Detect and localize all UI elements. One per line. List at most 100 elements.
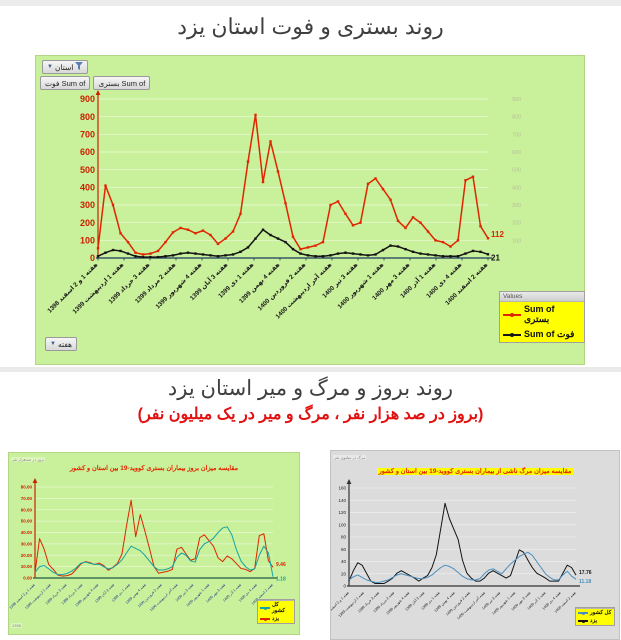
main-chart-canvas: 0 100 200 300 400 500 600 700 800 900 100 200 300 400… bbox=[46, 90, 521, 320]
incidence-corner-note: بروز در صدهزار نفر bbox=[11, 457, 46, 462]
legend-label-country: کل کشور bbox=[272, 602, 286, 614]
svg-text:11.18: 11.18 bbox=[579, 579, 591, 585]
svg-text:0.00: 0.00 bbox=[23, 576, 32, 581]
svg-text:هفته آخر اردیبهشت 1400: هفته آخر اردیبهشت 1400 bbox=[456, 590, 486, 620]
legend-label-country: کل کشور bbox=[590, 610, 612, 616]
svg-text:30.00: 30.00 bbox=[21, 541, 33, 546]
svg-text:هفته 2 فروردین 1400: هفته 2 فروردین 1400 bbox=[257, 261, 308, 312]
filter-icon bbox=[75, 62, 84, 72]
svg-text:40.00: 40.00 bbox=[21, 530, 33, 535]
svg-text:700: 700 bbox=[80, 129, 95, 139]
value-field-fot-button[interactable]: Sum of فوت bbox=[40, 76, 91, 90]
legend-header: Values bbox=[500, 292, 584, 302]
legend-header bbox=[258, 600, 294, 601]
section2-title: روند بروز و مرگ و میر استان یزد bbox=[167, 377, 454, 400]
svg-text:500: 500 bbox=[512, 168, 521, 174]
incidence-chart-title: مقایسه میزان بروز بیماران بستری کووید-19… bbox=[69, 465, 239, 472]
value-field-buttons: Sum of فوت Sum of بستری bbox=[40, 76, 151, 90]
svg-text:هفته آخر اردیبهشت 1400: هفته آخر اردیبهشت 1400 bbox=[148, 582, 178, 612]
fot-line-swatch bbox=[503, 332, 521, 337]
incidence-footer-note: 1398 bbox=[11, 623, 22, 628]
legend-header bbox=[576, 608, 614, 609]
legend-label-yazd: یزد bbox=[590, 618, 598, 624]
svg-text:300: 300 bbox=[80, 200, 95, 210]
svg-text:80: 80 bbox=[341, 535, 347, 540]
yazd-line-swatch bbox=[260, 617, 270, 621]
svg-text:500: 500 bbox=[80, 165, 95, 175]
svg-text:900: 900 bbox=[512, 97, 521, 103]
legend-item-yazd: یزد bbox=[576, 617, 614, 625]
svg-text:200: 200 bbox=[512, 221, 521, 227]
svg-text:50.00: 50.00 bbox=[21, 519, 33, 524]
week-axis-field-button[interactable]: هفته ▼ bbox=[45, 337, 77, 351]
incidence-chart-canvas: 0.00 10.00 20.00 30.00 40.00 50.00 60.00 70.00 8… bbox=[9, 478, 286, 612]
legend-item-country: کل کشور bbox=[258, 601, 294, 615]
province-filter-button[interactable]: استان ▼ bbox=[42, 60, 89, 74]
svg-text:40: 40 bbox=[341, 559, 347, 564]
svg-text:80.00: 80.00 bbox=[21, 485, 33, 490]
svg-text:1.18: 1.18 bbox=[276, 577, 286, 583]
svg-text:400: 400 bbox=[512, 185, 521, 191]
incidence-chart-panel: بروز در صدهزار نفر مقایسه میزان بروز بیم… bbox=[8, 452, 300, 635]
svg-text:هفته 1 شهریور 1400: هفته 1 شهریور 1400 bbox=[336, 261, 385, 310]
week-axis-field-label: هفته bbox=[57, 339, 72, 349]
svg-text:10.00: 10.00 bbox=[21, 564, 33, 569]
svg-text:هفته 1 و 2 اسفند 1398: هفته 1 و 2 اسفند 1398 bbox=[46, 261, 99, 314]
svg-text:9.46: 9.46 bbox=[276, 562, 286, 568]
mortality-legend[interactable]: کل کشور یزد bbox=[575, 607, 615, 626]
svg-text:600: 600 bbox=[80, 147, 95, 157]
svg-text:هفته 4 شهریور 1399: هفته 4 شهریور 1399 bbox=[154, 261, 203, 310]
bastari-line-swatch bbox=[503, 312, 521, 317]
svg-text:300: 300 bbox=[512, 203, 521, 209]
section-divider bbox=[0, 367, 621, 372]
mortality-chart-title: مقایسه میزان مرگ ناشی از بیماران بستری ک… bbox=[376, 468, 574, 475]
svg-text:60: 60 bbox=[341, 547, 347, 552]
legend-label-bastari: Sum of بستری bbox=[524, 304, 555, 324]
svg-text:100: 100 bbox=[512, 238, 521, 244]
svg-text:21: 21 bbox=[491, 254, 500, 263]
svg-text:17.76: 17.76 bbox=[579, 570, 592, 576]
svg-text:20: 20 bbox=[341, 571, 347, 576]
mortality-corner-note: مرگ در میلیون نفر bbox=[333, 455, 367, 460]
svg-text:100: 100 bbox=[338, 522, 346, 527]
top-gray-strip bbox=[0, 0, 621, 6]
main-chart-panel: 0 100 200 300 400 500 600 700 800 900 100 200 300 400… bbox=[35, 55, 585, 365]
svg-text:600: 600 bbox=[512, 150, 521, 156]
legend-item-bastari: Sum of بستری bbox=[500, 302, 584, 327]
yazd-line-swatch bbox=[578, 619, 588, 623]
svg-text:70.00: 70.00 bbox=[21, 496, 33, 501]
value-field-bastari-button[interactable]: Sum of بستری bbox=[93, 76, 151, 90]
svg-text:160: 160 bbox=[338, 486, 346, 491]
svg-text:0: 0 bbox=[90, 253, 95, 263]
svg-text:400: 400 bbox=[80, 182, 95, 192]
svg-text:800: 800 bbox=[512, 115, 521, 121]
svg-text:120: 120 bbox=[338, 510, 346, 515]
section2-subtitle: (بروز در صد هزار نفر ، مرگ و میر در یک م… bbox=[137, 406, 484, 423]
svg-text:700: 700 bbox=[512, 132, 521, 138]
svg-text:900: 900 bbox=[80, 94, 95, 104]
svg-text:هفته 1 اردیبهشت 1399: هفته 1 اردیبهشت 1399 bbox=[71, 261, 125, 315]
legend-item-yazd: یزد bbox=[258, 615, 294, 623]
value-field-fot-label: Sum of فوت bbox=[45, 78, 86, 88]
chevron-down-icon: ▼ bbox=[47, 64, 53, 70]
mortality-chart-panel: مرگ در میلیون نفر مقایسه میزان مرگ ناشی … bbox=[330, 450, 620, 640]
page-title: روند بستری و فوت استان یزد bbox=[177, 14, 444, 39]
legend-item-country: کل کشور bbox=[576, 609, 614, 617]
svg-text:60.00: 60.00 bbox=[21, 507, 33, 512]
svg-text:200: 200 bbox=[80, 218, 95, 228]
svg-text:20.00: 20.00 bbox=[21, 553, 33, 558]
svg-text:هفته 1 و 2 اسفند 1398: هفته 1 و 2 اسفند 1398 bbox=[9, 583, 36, 610]
country-line-swatch bbox=[578, 611, 588, 615]
main-chart-legend[interactable]: Values Sum of بستری Sum of فوت bbox=[499, 291, 585, 343]
incidence-legend[interactable]: کل کشور یزد bbox=[257, 599, 295, 624]
legend-label-yazd: یزد bbox=[272, 616, 280, 622]
country-line-swatch bbox=[260, 606, 270, 610]
svg-text:140: 140 bbox=[338, 498, 346, 503]
svg-text:800: 800 bbox=[80, 112, 95, 122]
value-field-bastari-label: Sum of بستری bbox=[98, 78, 146, 88]
svg-text:112: 112 bbox=[491, 230, 504, 239]
province-filter-label: استان bbox=[54, 62, 74, 72]
legend-label-fot: Sum of فوت bbox=[524, 329, 575, 339]
